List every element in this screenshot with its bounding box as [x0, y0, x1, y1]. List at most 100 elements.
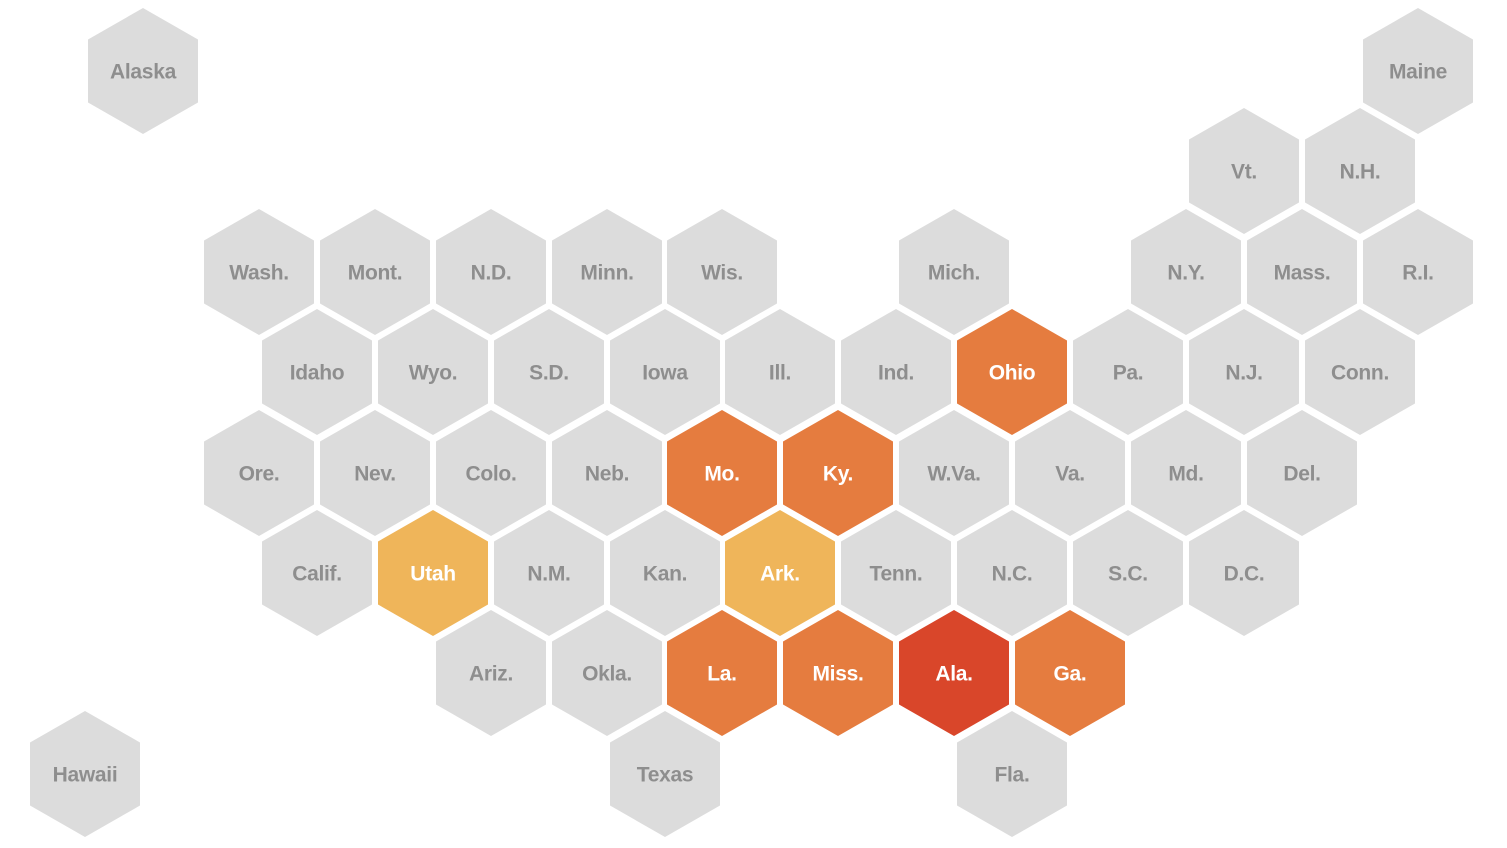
state-hex — [899, 610, 1009, 736]
state-hex — [1189, 309, 1299, 435]
state-hex — [378, 309, 488, 435]
state-label: Maine — [1389, 61, 1447, 84]
state-hex — [610, 711, 720, 837]
state-hex — [552, 209, 662, 335]
state-label: Va. — [1055, 463, 1084, 486]
state-hex — [88, 8, 198, 134]
state-hex — [1305, 108, 1415, 234]
state-label: Ga. — [1054, 663, 1087, 686]
state-hex — [320, 410, 430, 536]
state-label: Miss. — [812, 663, 863, 686]
state-hex — [1189, 108, 1299, 234]
state-label: Conn. — [1331, 362, 1389, 385]
state-label: Md. — [1168, 463, 1203, 486]
state-label: Hawaii — [53, 764, 118, 787]
state-label: Mich. — [928, 262, 980, 285]
state-hex — [1073, 510, 1183, 636]
state-label: La. — [707, 663, 736, 686]
state-hex — [1131, 410, 1241, 536]
state-label: Ark. — [760, 563, 800, 586]
state-label: Texas — [637, 764, 694, 787]
state-label: Iowa — [642, 362, 688, 385]
state-label: Mass. — [1274, 262, 1331, 285]
state-hex — [320, 209, 430, 335]
state-label: S.D. — [529, 362, 569, 385]
state-label: Nev. — [354, 463, 396, 486]
state-label: Utah — [410, 563, 455, 586]
state-label: Del. — [1283, 463, 1320, 486]
state-label: D.C. — [1224, 563, 1265, 586]
state-hex — [552, 410, 662, 536]
state-label: Tenn. — [870, 563, 923, 586]
state-hex — [30, 711, 140, 837]
state-label: Fla. — [995, 764, 1030, 787]
state-label: Ky. — [823, 463, 853, 486]
state-hex — [204, 410, 314, 536]
state-label: Wyo. — [409, 362, 458, 385]
state-hex — [610, 510, 720, 636]
state-hex — [899, 410, 1009, 536]
state-label: Ind. — [878, 362, 914, 385]
state-label: W.Va. — [927, 463, 980, 486]
state-hex — [262, 510, 372, 636]
state-label: R.I. — [1402, 262, 1433, 285]
state-label: N.M. — [527, 563, 570, 586]
state-label: Wis. — [701, 262, 743, 285]
state-label: N.C. — [992, 563, 1033, 586]
state-hex — [957, 510, 1067, 636]
state-hex — [1073, 309, 1183, 435]
state-label: Ariz. — [469, 663, 513, 686]
state-hex — [494, 309, 604, 435]
state-label: Minn. — [580, 262, 633, 285]
state-label: S.C. — [1108, 563, 1148, 586]
state-hex — [667, 209, 777, 335]
state-label: Alaska — [110, 61, 177, 84]
state-hex — [1247, 410, 1357, 536]
state-label: Colo. — [466, 463, 517, 486]
state-label: Calif. — [292, 563, 342, 586]
state-hex — [1015, 610, 1125, 736]
state-hex — [552, 610, 662, 736]
state-hex — [1189, 510, 1299, 636]
state-label: Ill. — [769, 362, 791, 385]
state-label: Pa. — [1113, 362, 1144, 385]
state-label: Idaho — [290, 362, 345, 385]
state-hex — [957, 309, 1067, 435]
state-hex — [610, 309, 720, 435]
state-hex — [436, 610, 546, 736]
state-label: Neb. — [585, 463, 629, 486]
state-label: Okla. — [582, 663, 632, 686]
state-hex — [783, 610, 893, 736]
state-hex — [783, 410, 893, 536]
state-label: Wash. — [229, 262, 289, 285]
state-hex — [667, 410, 777, 536]
state-hex — [262, 309, 372, 435]
state-label: Mo. — [704, 463, 739, 486]
state-label: Ala. — [935, 663, 972, 686]
state-hex — [841, 510, 951, 636]
state-label: N.H. — [1340, 161, 1381, 184]
state-hex — [1363, 8, 1473, 134]
state-label: Ore. — [239, 463, 280, 486]
state-label: N.J. — [1225, 362, 1262, 385]
state-hex — [667, 610, 777, 736]
state-hex — [494, 510, 604, 636]
state-label: Mont. — [348, 262, 402, 285]
state-label: Ohio — [989, 362, 1036, 385]
state-label: Vt. — [1231, 161, 1257, 184]
state-hex — [725, 309, 835, 435]
state-hex — [1015, 410, 1125, 536]
state-hex — [436, 209, 546, 335]
state-hex — [899, 209, 1009, 335]
state-hex — [1363, 209, 1473, 335]
state-hex — [957, 711, 1067, 837]
state-hex — [204, 209, 314, 335]
state-label: N.D. — [471, 262, 512, 285]
state-hex — [1305, 309, 1415, 435]
state-hex — [1131, 209, 1241, 335]
state-hex — [841, 309, 951, 435]
state-hex — [378, 510, 488, 636]
state-hex — [436, 410, 546, 536]
